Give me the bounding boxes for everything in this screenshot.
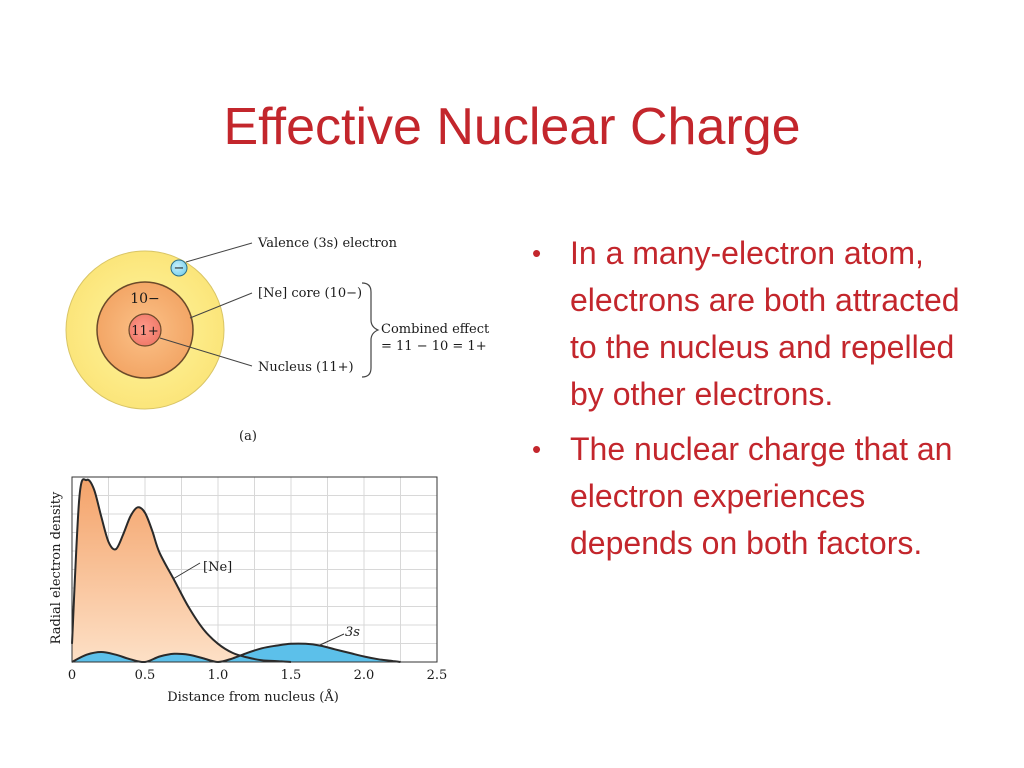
core-charge-label: 10− (130, 291, 160, 307)
3s-density-curve (71, 642, 401, 664)
valence-electron (170, 259, 188, 277)
3s-callout-line (319, 633, 345, 646)
y-axis-label: Radial electron density (49, 491, 64, 644)
ne-density-curve (71, 478, 292, 663)
x-axis-label: Distance from nucleus (Å) (167, 689, 339, 705)
x-tick-label: 0.5 (135, 668, 156, 683)
nucleus-leader (159, 337, 253, 367)
core-label: [Ne] core (10−) (258, 286, 362, 301)
x-tick-labels: 0 0.5 1.0 1.5 2.0 2.5 (68, 668, 447, 683)
slide-title: Effective Nuclear Charge (223, 98, 801, 156)
electron-sign: − (174, 261, 185, 276)
x-tick-label: 2.0 (354, 668, 375, 683)
nucleus-charge-label: 11+ (131, 324, 158, 339)
core-leader (189, 292, 253, 319)
bullet-marker: • (532, 238, 542, 268)
x-tick-label: 1.5 (281, 668, 302, 683)
combined-effect-formula: = 11 − 10 = 1+ (381, 339, 487, 354)
atom-diagram: − 10− 11+ Valence (3s) electron [Ne] cor… (65, 236, 490, 444)
plot-frame (71, 476, 438, 663)
radial-density-chart: 0 0.5 1.0 1.5 2.0 2.5 [Ne] 3s Distance from n… (49, 476, 447, 705)
valence-leader (185, 242, 253, 263)
bullet-item: • In a many-electron atom, electrons are… (532, 230, 982, 418)
x-tick-label: 1.0 (208, 668, 229, 683)
3s-density-area (72, 643, 401, 663)
ne-density-area (72, 479, 291, 662)
ne-callout-line (172, 562, 201, 580)
bullet-list: • In a many-electron atom, electrons are… (532, 230, 982, 575)
combined-effect-label: Combined effect (381, 322, 490, 337)
ne-series-label: [Ne] (203, 560, 232, 575)
valence-label: Valence (3s) electron (257, 236, 398, 251)
nucleus-label: Nucleus (11+) (258, 360, 354, 375)
bullet-item: • The nuclear charge that an electron ex… (532, 426, 982, 567)
bullet-text: In a many-electron atom, electrons are b… (570, 235, 960, 412)
nucleus (128, 313, 162, 347)
combined-brace (361, 282, 380, 378)
x-tick-label: 0 (68, 668, 76, 683)
panel-label: (a) (239, 429, 257, 444)
bullet-marker: • (532, 434, 542, 464)
bullet-text: The nuclear charge that an electron expe… (570, 431, 953, 561)
x-tick-label: 2.5 (427, 668, 448, 683)
3s-series-label: 3s (345, 625, 360, 640)
